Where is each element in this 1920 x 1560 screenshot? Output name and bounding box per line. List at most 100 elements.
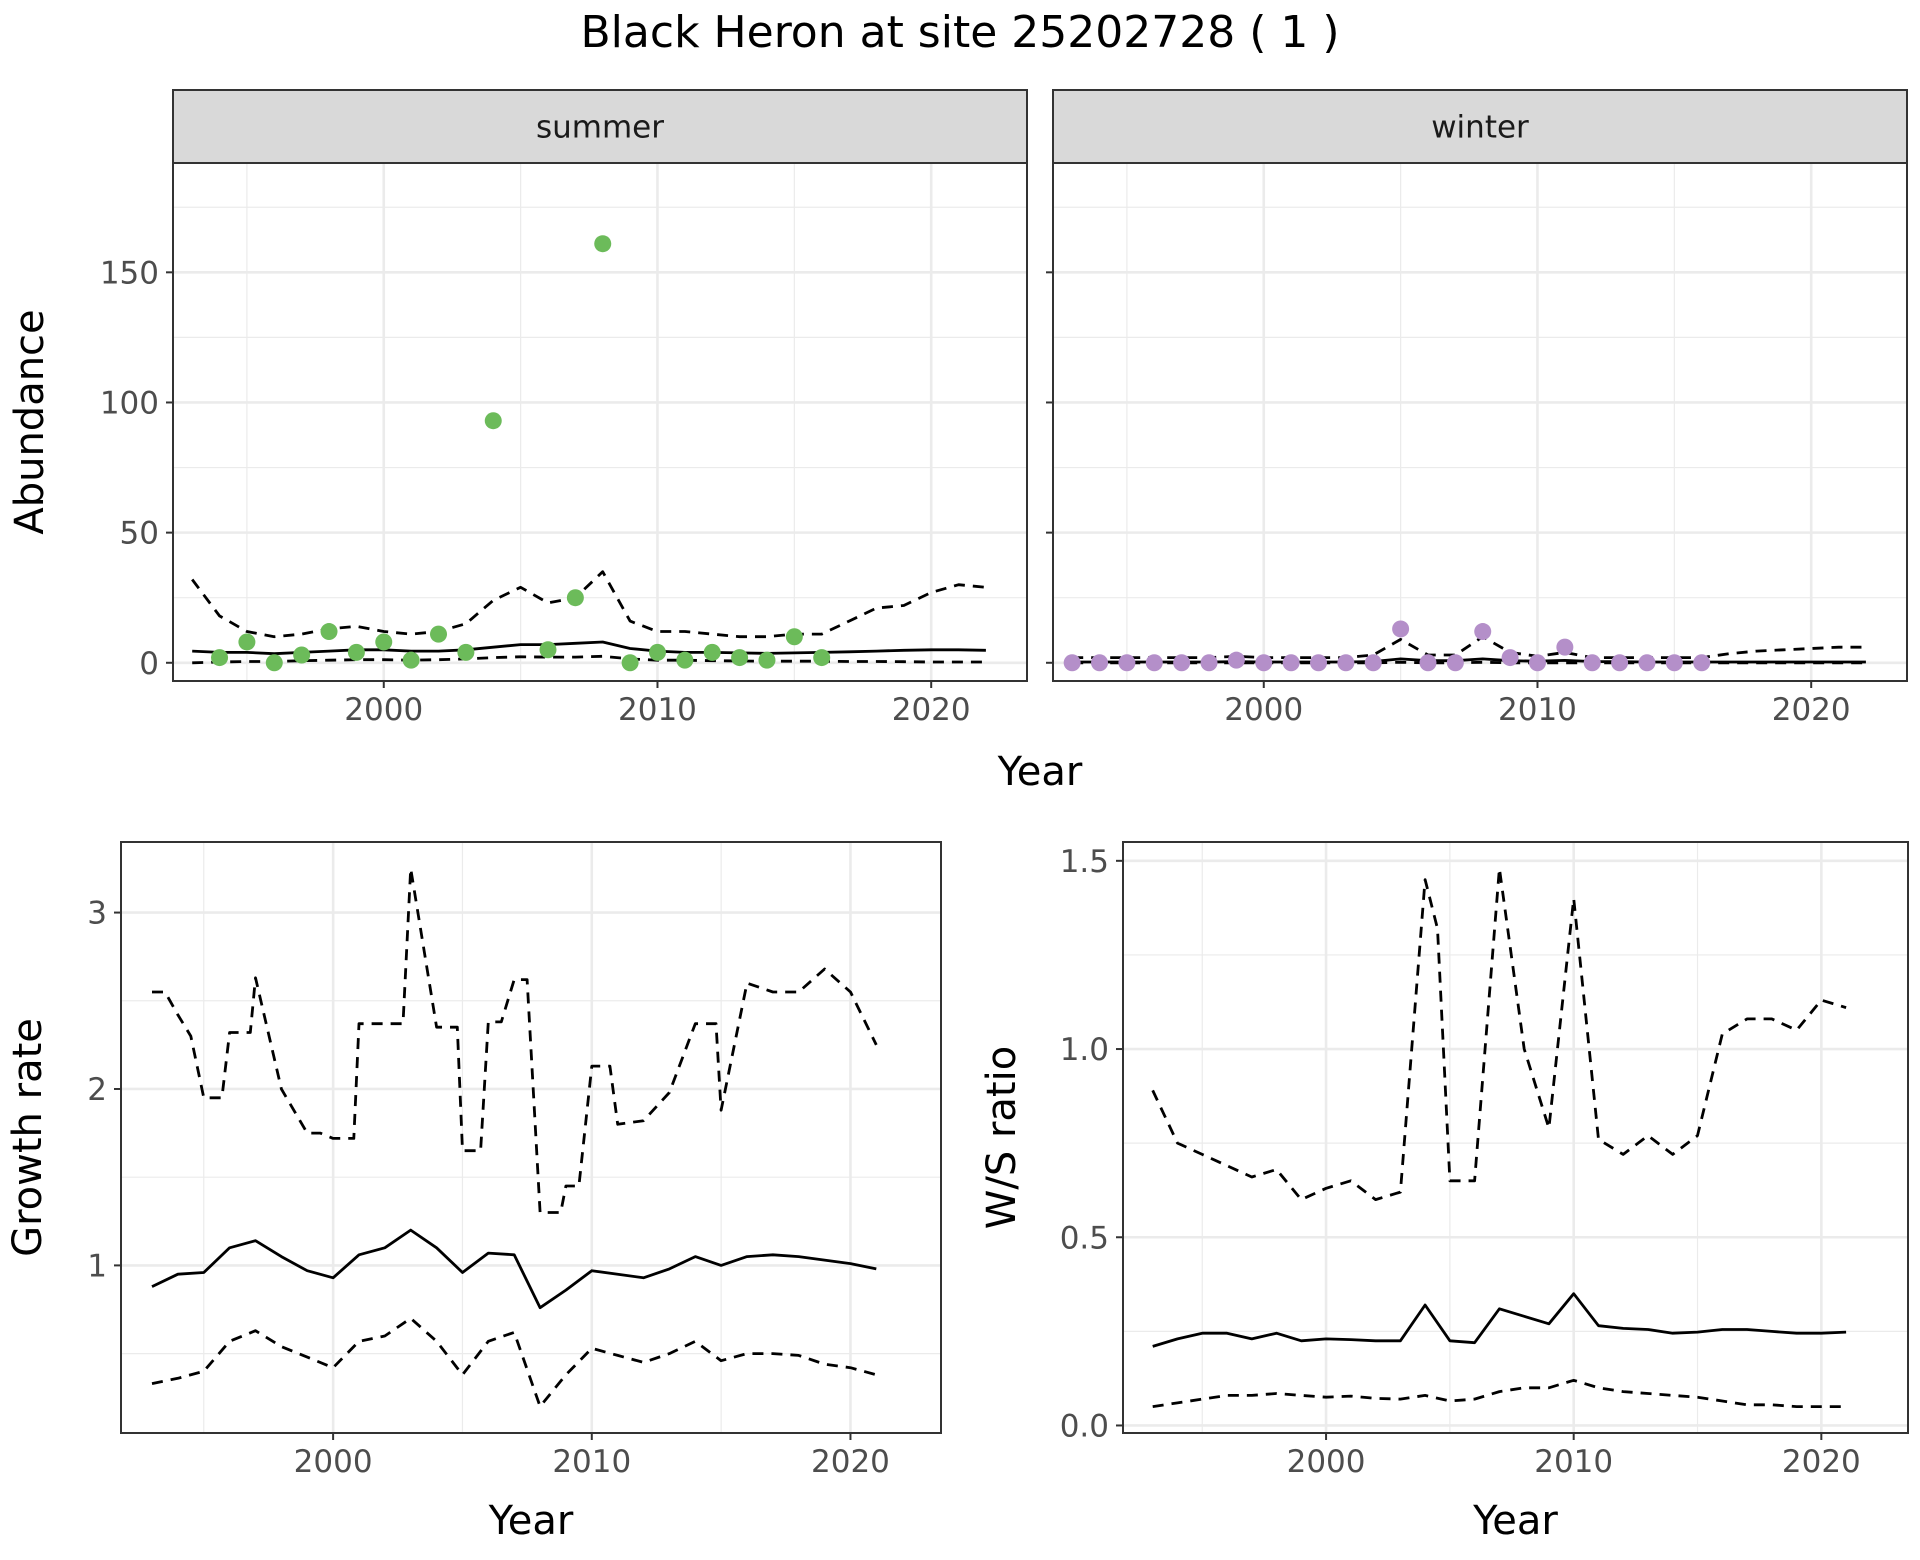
y-tick-label: 150 [100, 255, 159, 291]
data-point [1501, 649, 1519, 667]
x-tick-label: 2020 [811, 1444, 890, 1480]
data-point [1118, 654, 1136, 672]
data-point [1282, 654, 1300, 672]
plot-panels: summer 2000 2010 2020 0 50 100 150 Abundance wint… [5, 89, 1909, 1544]
solid-trend-line-0 [151, 1228, 877, 1310]
data-point [539, 641, 557, 659]
x-tick-label: 2000 [1224, 692, 1303, 728]
facet-strip [1052, 89, 1908, 164]
data-point [457, 643, 475, 661]
data-point [676, 651, 694, 669]
data-point [1091, 654, 1109, 672]
data-point [621, 654, 639, 672]
dashed-interval-line-1 [152, 867, 878, 1214]
data-point [375, 633, 393, 651]
facet-strip-label: summer [536, 110, 664, 146]
data-point [1364, 654, 1382, 672]
panel-ws_ratio: 2000 2010 2020 0.0 0.5 1.0 1.5 W/S ratio Year [979, 841, 1909, 1544]
panel-background [1123, 842, 1908, 1433]
data-point [320, 623, 338, 641]
data-point [703, 643, 721, 661]
data-point [1200, 654, 1218, 672]
x-axis-title: Year [1472, 1498, 1558, 1544]
y-tick-label: 50 [120, 516, 159, 552]
data-point [1255, 654, 1273, 672]
data-point [430, 625, 448, 643]
figure-title: Black Heron at site 25202728 ( 1 ) [581, 7, 1340, 58]
data-point [1227, 651, 1245, 669]
data-point [484, 412, 502, 430]
y-tick-label: 3 [87, 896, 107, 932]
data-point [1583, 654, 1601, 672]
data-point [238, 633, 256, 651]
data-point [347, 643, 365, 661]
data-point [293, 646, 311, 664]
data-point [1446, 654, 1464, 672]
data-point [594, 235, 612, 253]
data-point [813, 649, 831, 667]
y-tick-label: 1.0 [1060, 1032, 1109, 1068]
y-axis-title: Abundance [7, 309, 53, 534]
x-tick-label: 2020 [892, 692, 971, 728]
data-point [1693, 654, 1711, 672]
x-tick-label: 2010 [1534, 1444, 1613, 1480]
data-point [648, 643, 666, 661]
y-tick-label: 0 [139, 646, 159, 682]
data-point [731, 649, 749, 667]
panel-data [191, 235, 987, 672]
y-tick-label: 0.0 [1060, 1408, 1109, 1444]
panel-summer: summer 2000 2010 2020 0 50 100 150 Abundance [7, 89, 1028, 728]
data-point [265, 654, 283, 672]
x-axis-title: Year [488, 1498, 574, 1544]
top-x-axis-title: Year [997, 749, 1083, 795]
data-point [1611, 654, 1629, 672]
data-point [402, 651, 420, 669]
x-tick-label: 2000 [294, 1444, 373, 1480]
data-point [566, 589, 584, 607]
dashed-interval-line-1 [1072, 635, 1866, 659]
data-point [1337, 654, 1355, 672]
panel-winter: winter 2000 2010 2020 [1046, 89, 1908, 728]
panel-growth: 2000 2010 2020 1 2 3 Growth rate Year [5, 841, 942, 1544]
y-tick-label: 2 [87, 1072, 107, 1108]
y-axis-title: W/S ratio [979, 1046, 1025, 1229]
panel-data [1151, 867, 1847, 1408]
panel-data [1063, 620, 1866, 672]
facet-strip [172, 89, 1028, 164]
panel-border [1122, 841, 1909, 1434]
data-point [785, 628, 803, 646]
data-point [1063, 654, 1081, 672]
data-point [1419, 654, 1437, 672]
data-point [211, 649, 229, 667]
x-tick-label: 2010 [1498, 692, 1577, 728]
panel-background [121, 842, 941, 1433]
panel-border [120, 841, 942, 1434]
x-tick-label: 2000 [1287, 1444, 1366, 1480]
dashed-interval-line-1 [1151, 867, 1847, 1201]
panel-data [151, 867, 878, 1408]
x-tick-label: 2000 [344, 692, 423, 728]
x-tick-label: 2010 [618, 692, 697, 728]
data-point [1638, 654, 1656, 672]
data-point [758, 651, 776, 669]
dashed-interval-line-2 [151, 1316, 877, 1408]
solid-trend-line-0 [192, 640, 986, 656]
solid-trend-line-0 [1152, 1292, 1847, 1348]
data-point [1173, 654, 1191, 672]
data-point [1665, 654, 1683, 672]
y-tick-label: 1 [87, 1248, 107, 1284]
data-point [1474, 623, 1492, 641]
data-point [1310, 654, 1328, 672]
panel-background [1053, 163, 1907, 681]
y-tick-label: 1.5 [1060, 844, 1109, 880]
dashed-interval-line-2 [1152, 1378, 1847, 1408]
y-tick-label: 0.5 [1060, 1220, 1109, 1256]
data-point [1392, 620, 1410, 638]
facet-strip-label: winter [1431, 110, 1529, 146]
y-axis-title: Growth rate [5, 1018, 51, 1257]
data-point [1528, 654, 1546, 672]
x-tick-label: 2020 [1772, 692, 1851, 728]
data-point [1556, 638, 1574, 656]
y-tick-label: 100 [100, 385, 159, 421]
